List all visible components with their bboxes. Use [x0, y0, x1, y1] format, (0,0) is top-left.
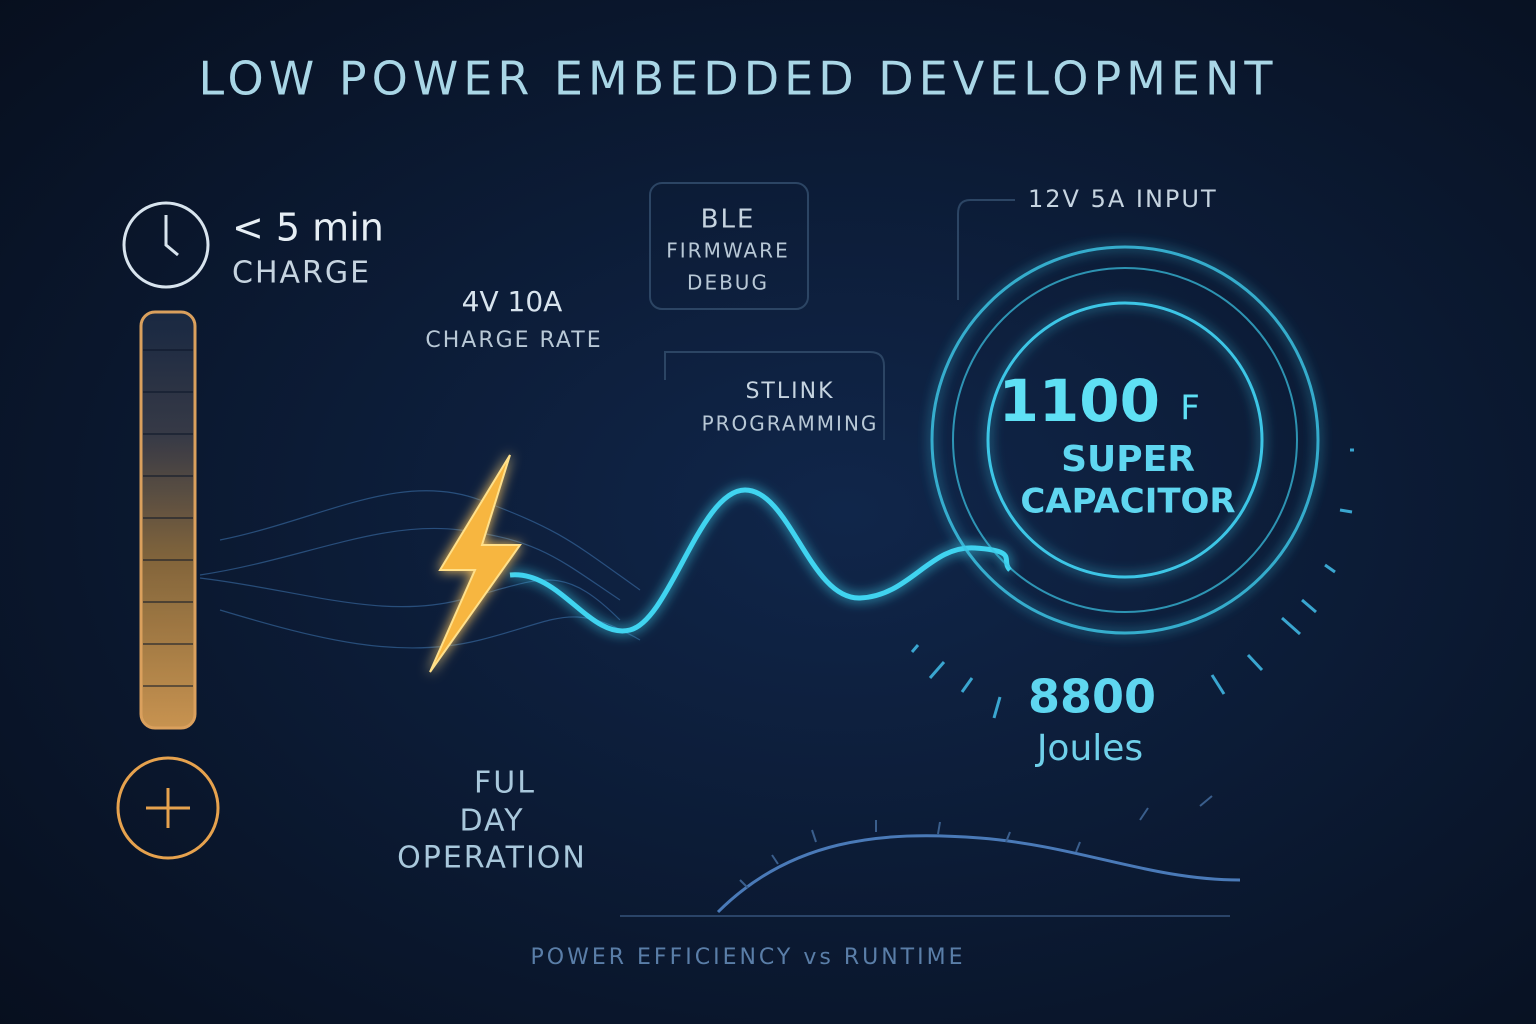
footer-caption: POWER EFFICIENCY vs RUNTIME — [531, 945, 966, 970]
capacitor-rings — [930, 245, 1320, 635]
power-wave — [509, 487, 1012, 634]
ble-line: DEBUG — [687, 271, 769, 295]
stlink-line: PROGRAMMING — [702, 412, 879, 436]
stlink-box — [664, 351, 885, 440]
runtime-line: DAY — [459, 804, 524, 839]
stlink-line: STLINK — [745, 379, 834, 404]
curve-ticks — [739, 795, 1213, 889]
charge-time: < 5 min — [232, 206, 384, 250]
ble-line: FIRMWARE — [666, 239, 789, 263]
capacitance-unit: F — [1180, 389, 1200, 429]
energy-unit: Joules — [1035, 728, 1143, 769]
capacitance-value: 1100 — [999, 367, 1160, 435]
charge-label: CHARGE — [232, 256, 371, 291]
runtime-line: OPERATION — [397, 841, 587, 876]
charge-rate-label: CHARGE RATE — [425, 328, 602, 353]
energy-value: 8800 — [1028, 670, 1156, 724]
efficiency-curve — [716, 834, 1241, 914]
title: LOW POWER EMBEDDED DEVELOPMENT — [199, 52, 1278, 106]
charge-rate: 4V 10A — [462, 285, 563, 318]
ble-line: BLE — [701, 205, 756, 235]
flow-lines — [199, 490, 641, 649]
plus-icon — [116, 756, 220, 860]
capacitor-line: SUPER — [1061, 439, 1195, 480]
gauge-ticks — [910, 448, 1354, 719]
input-connector — [957, 199, 1015, 300]
battery-segments — [143, 349, 193, 687]
ble-box — [649, 182, 809, 310]
runtime-line: FUL — [474, 766, 536, 801]
battery-bar — [139, 310, 197, 730]
clock-icon — [122, 201, 210, 289]
input-label: 12V 5A INPUT — [1028, 185, 1218, 213]
capacitor-line: CAPACITOR — [1020, 482, 1235, 522]
lightning-bolt — [429, 454, 522, 673]
